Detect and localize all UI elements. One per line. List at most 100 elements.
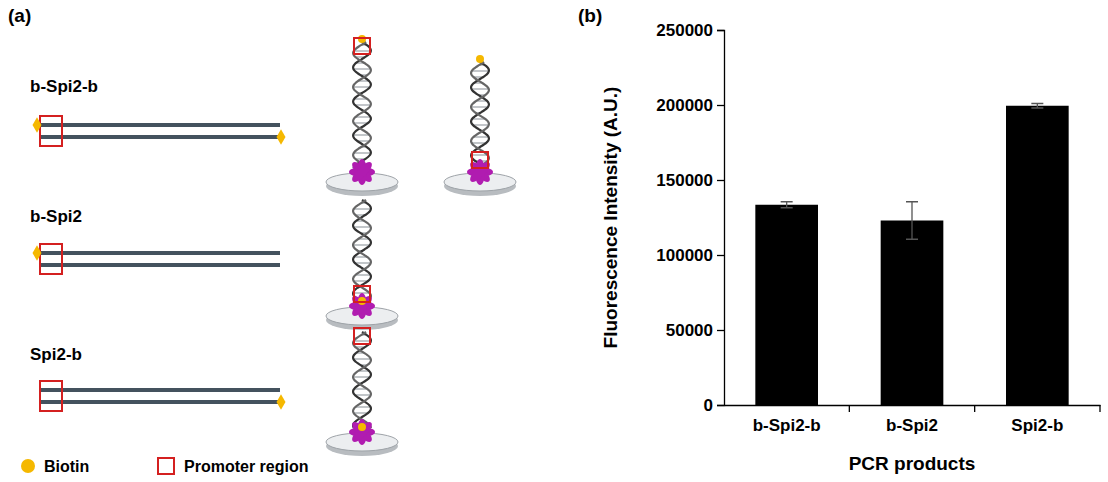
x-axis-title: PCR products: [849, 453, 976, 474]
streptavidin: [349, 159, 374, 184]
helix-rung: [471, 154, 488, 155]
y-tick-label: 250000: [656, 21, 713, 40]
y-tick-label: 200000: [656, 96, 713, 115]
helix-rung: [353, 68, 370, 69]
biotin: [33, 117, 42, 133]
helix-rung: [354, 208, 371, 209]
panel-label: (b): [578, 5, 602, 26]
y-tick: 250000: [656, 21, 724, 40]
x-axis: b-Spi2-b b-Spi2 Spi2-b: [725, 405, 1101, 435]
helix-rung: [354, 152, 371, 153]
x-tick-label: b-Spi2-b: [753, 416, 821, 435]
helix-rung: [353, 134, 370, 135]
y-axis: 0 50000 100000 150000 200000 250000: [656, 21, 724, 415]
dna-strand: [40, 263, 280, 267]
construct-label: Spi2-b: [30, 345, 82, 364]
promoter-box: [472, 152, 488, 168]
promoter-box: [354, 38, 370, 54]
y-tick: 0: [704, 396, 724, 415]
helix-rung: [355, 394, 371, 395]
promoter-box: [40, 244, 62, 274]
helix-rung: [355, 104, 371, 105]
panel-a: (a) b-Spi2-b b-Spi2 Spi2-b BiotinPromoter re…: [8, 5, 516, 475]
biotin: [476, 55, 484, 63]
construct: b-Spi2-b: [30, 35, 516, 196]
y-tick-mark: [717, 405, 724, 406]
streptavidin: [349, 159, 374, 184]
streptavidin: [349, 419, 374, 444]
figure-svg: (a) b-Spi2-b b-Spi2 Spi2-b BiotinPromoter re…: [0, 0, 1108, 482]
construct-label: b-Spi2-b: [30, 77, 98, 96]
x-tick-label: b-Spi2: [886, 416, 938, 435]
construct: Spi2-b: [30, 328, 398, 456]
helix-rung: [354, 340, 371, 341]
helix-rung: [355, 262, 371, 263]
helix-rung: [353, 376, 370, 377]
x-tick: Spi2-b: [1011, 405, 1063, 435]
dna-strand: [40, 388, 280, 392]
promoter-box: [354, 328, 370, 344]
biotin: [277, 394, 286, 410]
helix-rung: [473, 124, 489, 125]
x-axis-line: [725, 405, 1101, 406]
y-tick: 50000: [666, 321, 724, 340]
panel-label: (a): [8, 5, 31, 26]
helix-strand: [353, 42, 371, 168]
helix-rung: [471, 106, 488, 107]
helix-rung: [353, 244, 370, 245]
helix-rung: [353, 358, 370, 359]
biotin: [33, 245, 42, 261]
y-tick: 100000: [656, 246, 724, 265]
biotin: [358, 423, 366, 431]
y-tick: 200000: [656, 96, 724, 115]
y-tick-mark: [717, 105, 724, 106]
bars: [755, 104, 1068, 406]
helix-strand: [353, 200, 371, 302]
bar: [881, 221, 944, 406]
helix-strand: [353, 42, 371, 168]
y-axis-title: Fluorescence Intensity (A.U.): [600, 87, 621, 349]
error-bars: [781, 104, 1044, 240]
immobilized-dna: [444, 55, 516, 196]
helix-strand: [353, 200, 371, 302]
helix-rung: [353, 86, 370, 87]
y-axis-line: [717, 31, 725, 406]
error-bar: [781, 202, 793, 208]
error-bar: [1031, 104, 1043, 109]
bar: [1006, 106, 1069, 405]
key-label: Promoter region: [184, 458, 308, 475]
category-divider: [849, 405, 850, 412]
helix-rung: [471, 88, 488, 89]
y-tick-mark: [717, 330, 724, 331]
x-tick: b-Spi2: [886, 405, 938, 435]
helix-strand: [471, 62, 489, 168]
construct: b-Spi2: [30, 200, 398, 330]
y-tick-mark: [717, 255, 724, 256]
helix-rung: [354, 50, 371, 51]
y-tick-mark: [717, 180, 724, 181]
promoter-box: [354, 286, 370, 302]
helix-rung: [353, 226, 370, 227]
helix-rung: [472, 70, 489, 71]
error-bar-line: [1031, 104, 1043, 109]
helix-strand: [471, 62, 489, 168]
biotin: [21, 459, 35, 473]
streptavidin: [349, 419, 374, 444]
panel-b: (b) 0 50000 100000 150000 200000 250000 b-Spi2-…: [578, 5, 1101, 474]
y-tick-label: 150000: [656, 171, 713, 190]
y-tick-mark: [717, 30, 724, 31]
immobilized-dna: [326, 35, 398, 196]
key-swatch: [158, 458, 174, 474]
x-tick-label: Spi2-b: [1011, 416, 1063, 435]
category-divider: [1099, 405, 1100, 412]
y-tick-label: 100000: [656, 246, 713, 265]
key: BiotinPromoter region: [21, 458, 308, 475]
dna-strand: [40, 123, 280, 127]
helix-strand: [353, 332, 371, 428]
y-tick-label: 0: [704, 396, 713, 415]
error-bar-line: [781, 202, 793, 208]
error-bar: [906, 202, 918, 240]
y-tick-label: 50000: [666, 321, 713, 340]
dna-strand: [40, 251, 280, 255]
immobilized-dna: [326, 200, 398, 330]
